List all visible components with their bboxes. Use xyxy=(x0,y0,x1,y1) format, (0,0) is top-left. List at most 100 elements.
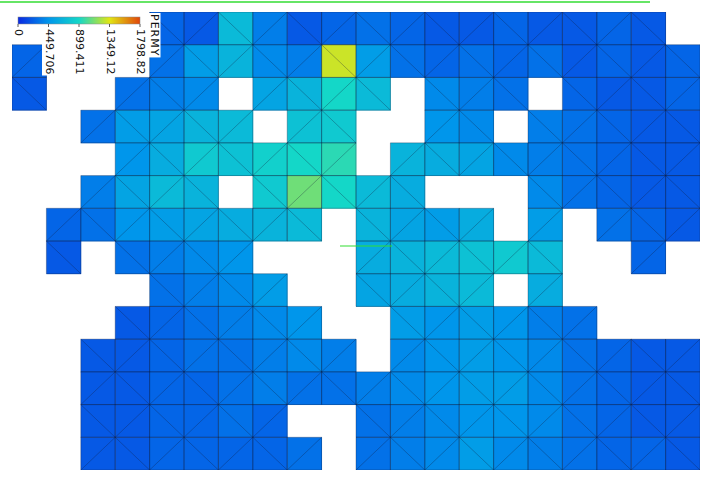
mesh-edge xyxy=(184,274,218,307)
mesh-edge xyxy=(356,405,390,438)
cell xyxy=(115,241,150,274)
cell xyxy=(287,339,322,372)
mesh-edge xyxy=(81,110,115,143)
cell xyxy=(184,405,219,438)
cell xyxy=(459,405,494,438)
mesh-edge xyxy=(494,405,528,438)
cell xyxy=(322,45,357,78)
mesh-edge xyxy=(253,339,287,372)
mesh-edge xyxy=(459,143,493,176)
cell xyxy=(356,437,391,470)
cell xyxy=(631,208,666,241)
mesh-edge xyxy=(218,437,252,470)
label-ground xyxy=(42,28,55,76)
cell xyxy=(494,241,529,274)
cell xyxy=(253,208,288,241)
mesh-edge xyxy=(425,110,459,143)
cell xyxy=(253,405,288,438)
mesh-edge xyxy=(218,339,252,372)
mesh-edge xyxy=(253,306,287,339)
mesh-edge xyxy=(150,77,184,110)
mesh-edge xyxy=(459,241,493,274)
mesh-edge xyxy=(253,208,287,241)
mesh-edge xyxy=(494,77,528,110)
mesh-edge xyxy=(184,405,218,438)
mesh-edge xyxy=(390,339,424,372)
cell xyxy=(528,241,563,274)
mesh-edge xyxy=(287,339,321,372)
mesh-edge xyxy=(666,405,700,438)
mesh-edge xyxy=(459,110,493,143)
cell xyxy=(390,339,425,372)
cell xyxy=(115,339,150,372)
mesh xyxy=(12,12,700,470)
mesh-edge xyxy=(562,77,596,110)
cell xyxy=(184,306,219,339)
cell xyxy=(253,339,288,372)
mesh-edge xyxy=(287,12,321,45)
mesh-edge xyxy=(597,208,631,241)
cell xyxy=(184,372,219,405)
mesh-edge xyxy=(184,77,218,110)
colorbar-label: 1798.82 xyxy=(134,29,147,75)
cell xyxy=(459,241,494,274)
mesh-edge xyxy=(81,339,115,372)
mesh-edge xyxy=(218,274,252,307)
cell xyxy=(631,110,666,143)
mesh-edge xyxy=(150,208,184,241)
cell xyxy=(494,306,529,339)
mesh-edge xyxy=(218,110,252,143)
mesh-edge xyxy=(666,77,700,110)
mesh-edge xyxy=(528,110,562,143)
cell xyxy=(390,45,425,78)
cell xyxy=(287,143,322,176)
mesh-edge xyxy=(356,45,390,78)
mesh-edge xyxy=(459,45,493,78)
cell xyxy=(253,306,288,339)
cell xyxy=(81,110,116,143)
cell xyxy=(253,437,288,470)
mesh-edge xyxy=(390,176,424,209)
colorbar-label: 899.411 xyxy=(73,29,86,75)
mesh-edge xyxy=(115,176,149,209)
cell xyxy=(528,45,563,78)
mesh-edge xyxy=(459,274,493,307)
mesh-edge xyxy=(631,339,665,372)
cell xyxy=(218,45,253,78)
mesh-edge xyxy=(218,208,252,241)
cell xyxy=(115,176,150,209)
mesh-edge xyxy=(322,110,356,143)
cell xyxy=(322,339,357,372)
cell xyxy=(459,437,494,470)
cell xyxy=(425,339,460,372)
cell xyxy=(253,12,288,45)
mesh-edge xyxy=(562,12,596,45)
mesh-edge xyxy=(631,241,665,274)
cell xyxy=(356,405,391,438)
mesh-edge xyxy=(253,405,287,438)
cell xyxy=(597,437,632,470)
colorbar-tick xyxy=(140,24,141,27)
mesh-edge xyxy=(666,339,700,372)
mesh-edge xyxy=(597,12,631,45)
cell xyxy=(356,274,391,307)
colorbar-ground xyxy=(14,13,144,28)
cell xyxy=(46,208,81,241)
colorbar-tick xyxy=(79,24,80,27)
mesh-edge xyxy=(562,110,596,143)
mesh-edge xyxy=(81,405,115,438)
mesh-edge xyxy=(150,274,184,307)
mesh-edge xyxy=(218,45,252,78)
mesh-edge xyxy=(631,45,665,78)
mesh-edge xyxy=(459,405,493,438)
mesh-edge xyxy=(287,77,321,110)
mesh-edge xyxy=(528,306,562,339)
cell xyxy=(287,77,322,110)
mesh-edge xyxy=(528,143,562,176)
cell xyxy=(666,143,700,176)
cell xyxy=(12,77,47,110)
cell xyxy=(218,274,253,307)
cell xyxy=(562,372,597,405)
mesh-edge xyxy=(425,306,459,339)
mesh-edge xyxy=(218,306,252,339)
